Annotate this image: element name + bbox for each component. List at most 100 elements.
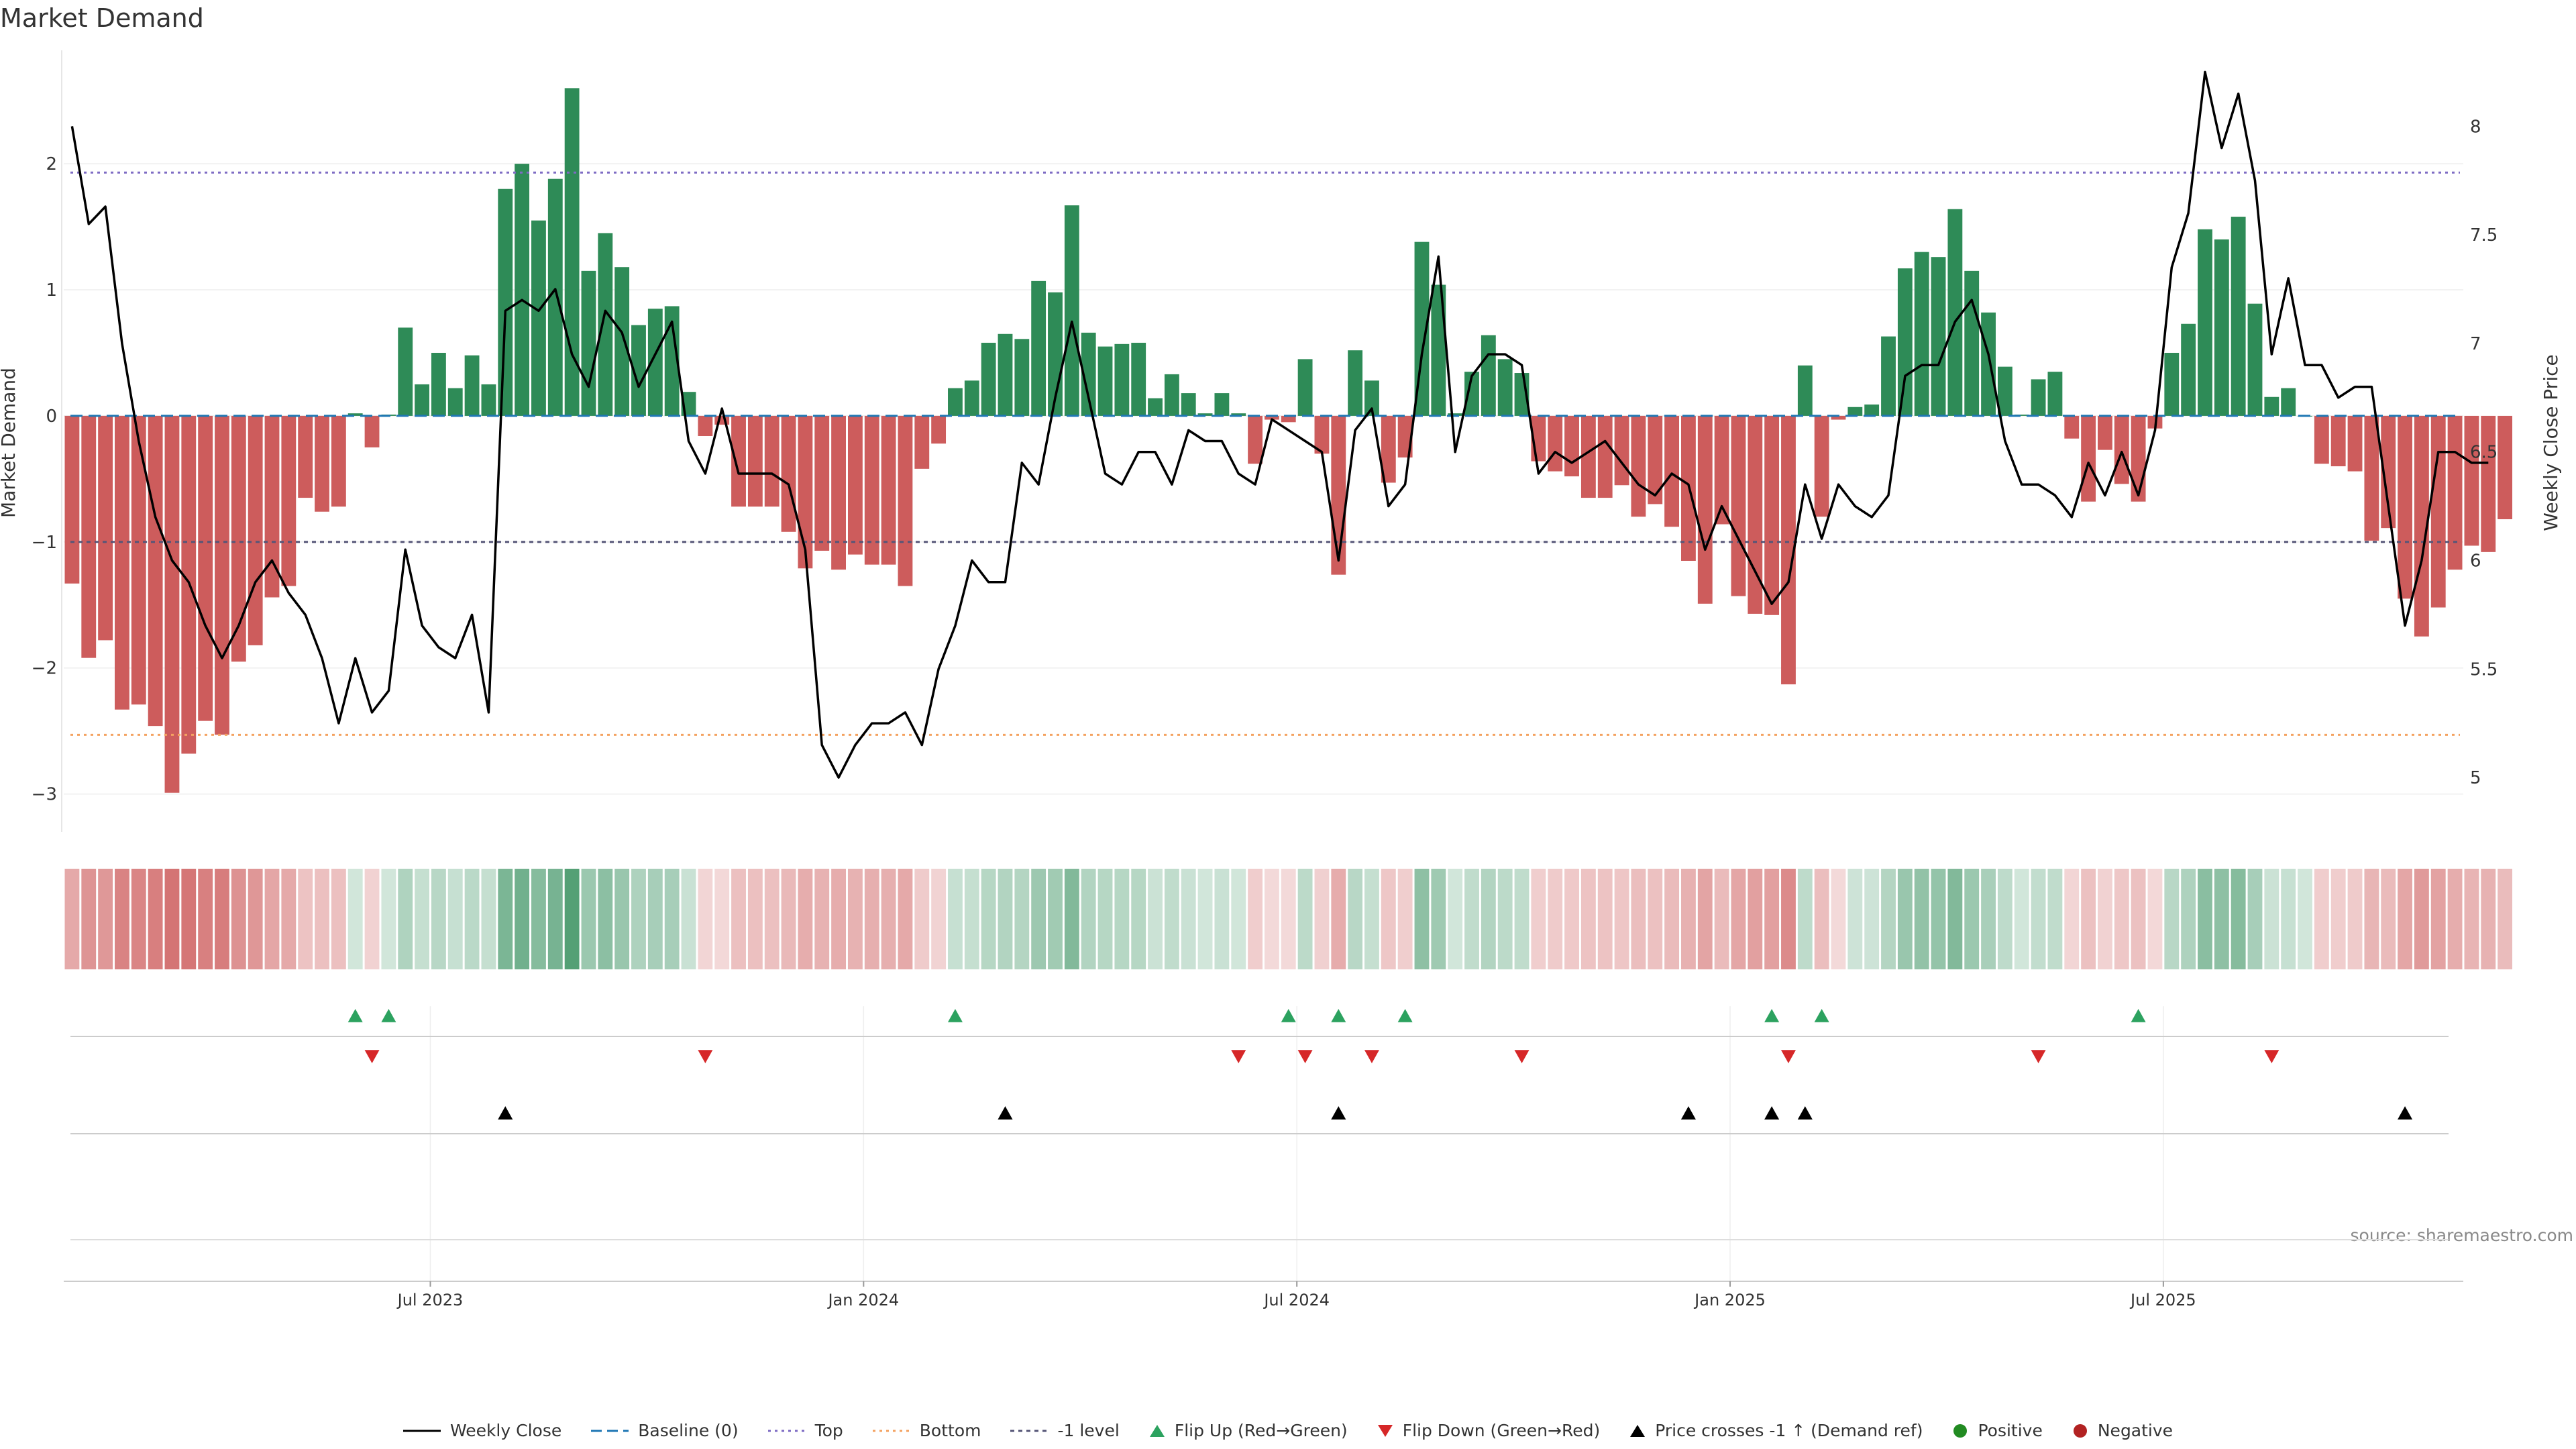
demand-bar [1947, 209, 1963, 416]
y2-tick-label: 6 [2470, 551, 2481, 571]
heat-strip-cell [415, 869, 429, 969]
demand-bar [2164, 352, 2180, 416]
demand-bar [1114, 343, 1130, 416]
heat-strip-cell [1914, 869, 1929, 969]
heat-strip-cell [115, 869, 129, 969]
heat-strip-cell [2281, 869, 2296, 969]
heat-strip-cell [1397, 869, 1413, 969]
heat-strip-cell [2064, 869, 2080, 969]
weekly-close-line [70, 70, 2489, 779]
heat-strip-cell [864, 869, 879, 969]
demand-bar [431, 352, 446, 416]
heat-strip-cell [998, 869, 1013, 969]
heat-strip-cell [1514, 869, 1529, 969]
price-cross-triangle-icon [1630, 1424, 1646, 1437]
demand-bar [2081, 415, 2096, 502]
flip-down-marker [698, 1050, 713, 1063]
y-tick-label: 0 [46, 407, 57, 427]
demand-bar [1914, 252, 1929, 416]
demand-bar [98, 415, 113, 641]
legend-item: Top [767, 1421, 843, 1440]
heat-strip-cell [1097, 869, 1113, 969]
demand-bar [231, 415, 246, 662]
negative-dot-icon [2073, 1424, 2087, 1438]
heat-strip-cell [1564, 869, 1579, 969]
demand-bar [1265, 415, 1279, 420]
demand-bar [1197, 413, 1213, 416]
demand-bar [831, 415, 846, 570]
heat-strip-cell [2364, 869, 2379, 969]
minus-one-swatch-icon [1010, 1430, 1049, 1432]
demand-bar [798, 415, 813, 569]
x-tick-label: Jul 2023 [396, 1291, 464, 1309]
heat-strip-cell [981, 869, 996, 969]
y2-tick-label: 7.5 [2470, 225, 2498, 246]
heat-strip-cell [398, 869, 413, 969]
heat-strip-cell [764, 869, 780, 969]
demand-bar [1381, 415, 1396, 483]
demand-bar [415, 384, 429, 416]
flip-down-marker [1364, 1050, 1379, 1063]
heat-strip-cell [1464, 869, 1479, 969]
demand-bar [814, 415, 830, 551]
demand-bar [1631, 415, 1646, 517]
demand-bar [1097, 346, 1113, 416]
y-tick-label: −1 [32, 533, 57, 553]
price-cross-marker [998, 1106, 1013, 1120]
y-axis-label: Market Demand [0, 368, 19, 518]
heat-strip-cell [2247, 869, 2263, 969]
heat-strip-cell [2298, 869, 2312, 969]
heat-strip-cell [781, 869, 796, 969]
heat-strip-cell [1748, 869, 1763, 969]
heat-strip-cell [914, 869, 930, 969]
demand-bar [714, 415, 730, 425]
demand-bar [1748, 415, 1763, 614]
heat-strip-cell [2330, 869, 2346, 969]
demand-bar [847, 415, 863, 555]
flip-up-marker [1764, 1009, 1780, 1022]
flip-down-marker [2031, 1050, 2046, 1063]
heat-strip-cell [1648, 869, 1663, 969]
demand-bar [1731, 415, 1746, 596]
demand-bar [598, 233, 613, 416]
heat-strip-cell [1181, 869, 1196, 969]
demand-bar [1648, 415, 1663, 504]
heat-strip-cell [447, 869, 463, 969]
demand-bar [1497, 359, 1513, 416]
demand-bar [2314, 415, 2329, 464]
heat-strip-cell [1048, 869, 1063, 969]
demand-bar [1014, 339, 1030, 416]
demand-bar [2198, 229, 2212, 416]
heat-strip-cell [681, 869, 696, 969]
heat-strip-cell [2214, 869, 2229, 969]
heat-strip-cell [181, 869, 197, 969]
demand-bar [2414, 415, 2429, 637]
flip-down-triangle-icon [1377, 1424, 1393, 1437]
flip-down-marker [364, 1050, 380, 1063]
flip-down-marker [2264, 1050, 2279, 1063]
legend-label: Baseline (0) [638, 1421, 739, 1440]
price-cross-marker [2398, 1106, 2413, 1120]
demand-bar [1131, 342, 1146, 416]
demand-bar [2047, 372, 2063, 416]
demand-bar [1764, 415, 1780, 615]
heat-strip-cell [2481, 869, 2496, 969]
heat-strip-cell [2181, 869, 2196, 969]
heat-strip-cell [1981, 869, 1996, 969]
demand-bar [581, 270, 596, 416]
demand-bar [2181, 323, 2196, 416]
demand-bar [2064, 415, 2080, 439]
demand-bar [2430, 415, 2446, 608]
heat-strip-cell [614, 869, 630, 969]
heat-strip-cell [1214, 869, 1230, 969]
heat-strip-cell [1697, 869, 1713, 969]
heat-strip-cell [1797, 869, 1813, 969]
demand-bar [1214, 393, 1230, 416]
demand-bar [264, 415, 280, 598]
heat-strip-cell [1597, 869, 1613, 969]
heat-strip-cell [1364, 869, 1379, 969]
demand-bar [2464, 415, 2479, 546]
heat-strip-cell [1431, 869, 1446, 969]
heat-strip-cell [1381, 869, 1396, 969]
